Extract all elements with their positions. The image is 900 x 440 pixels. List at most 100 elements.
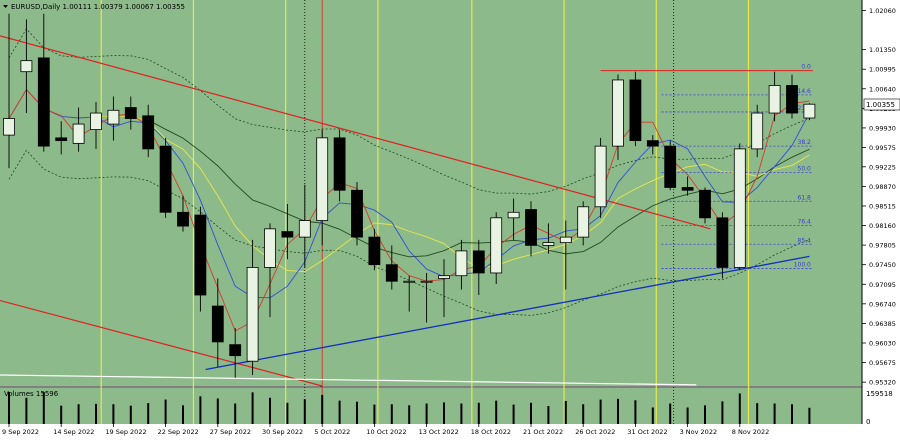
candle-body [333, 137, 346, 191]
price-axis: 1.020601.013501.009951.006401.002850.999… [862, 7, 896, 387]
volume-pane-background [0, 388, 862, 424]
price-tick-label: 0.98160 [869, 222, 896, 230]
price-axis-background [862, 0, 900, 440]
time-tick-label: 22 Sep 2022 [158, 428, 199, 436]
time-axis: 9 Sep 2022 14 Sep 2022 19 Sep 2022 22 Sep 2… [2, 424, 769, 436]
trend-lines [0, 35, 810, 387]
candle-body [786, 85, 798, 114]
fibo-level-label: 14.6 [798, 88, 812, 95]
candle-body [229, 344, 242, 357]
candle-body [716, 217, 729, 268]
price-tick-label: 0.96030 [869, 339, 896, 347]
volume-bars [8, 392, 811, 424]
candle-body [559, 236, 572, 244]
candle-body [664, 145, 677, 188]
candle-body [281, 231, 294, 238]
candle-body [507, 211, 520, 219]
candle-body [385, 264, 398, 282]
price-tick-label: 1.02060 [869, 7, 896, 15]
chart-title: EURUSD,Daily 1.00111 1.00379 1.00067 1.0… [11, 3, 185, 11]
candle-body [594, 145, 607, 208]
candle-body [420, 280, 433, 283]
candle-body [90, 112, 102, 130]
price-tick-label: 1.01350 [869, 46, 896, 54]
candle-body [264, 228, 276, 268]
price-tick-label: 0.95320 [869, 379, 896, 387]
fibo-level-label: 0.0 [801, 64, 811, 71]
fibo-level-label: 76.4 [798, 219, 812, 226]
price-tick-label: 1.00640 [869, 85, 896, 93]
price-tick-label: 0.96385 [869, 320, 896, 328]
price-tick-label: 0.99225 [869, 163, 896, 171]
fibo-level-label: 85.4 [798, 237, 812, 244]
candle-body [55, 137, 68, 142]
current-price-label: 1.00355 [866, 101, 895, 109]
fibo-level-label: 100.0 [794, 262, 811, 269]
volume-axis-max: 159518 [866, 390, 893, 398]
candle-body [20, 60, 33, 73]
candle-body [351, 189, 363, 238]
red-lower-channel-line [0, 299, 323, 387]
time-tick-label: 19 Sep 2022 [105, 428, 146, 436]
red-resistance-line [0, 35, 711, 230]
current-price-tag [863, 98, 900, 111]
candle-body [177, 211, 189, 227]
price-tick-label: 0.99930 [869, 124, 896, 132]
candle-body [612, 79, 624, 147]
price-tick-label: 0.97450 [869, 261, 896, 269]
time-tick-label: 9 Sep 2022 [2, 428, 39, 436]
candle-body [316, 137, 329, 221]
price-tick-label: 0.98870 [869, 183, 896, 191]
candle-body [124, 107, 137, 119]
time-tick-label: 10 Oct 2022 [366, 428, 406, 436]
candle-body [542, 242, 555, 246]
candle-body [403, 280, 416, 283]
blue-support-line [205, 255, 810, 371]
candle-body [438, 275, 450, 279]
fibo-level-label: 38.2 [798, 139, 812, 146]
candle-body [472, 250, 485, 274]
candle-body [646, 140, 659, 147]
candle-body [107, 109, 120, 125]
time-tick-label: 27 Sep 2022 [210, 428, 251, 436]
time-tick-label: 13 Oct 2022 [419, 428, 459, 436]
candle-body [699, 189, 711, 219]
volume-indicator-label: Volumes 15596 [4, 390, 59, 398]
time-tick-label: 26 Oct 2022 [575, 428, 615, 436]
candle-body [159, 145, 172, 213]
time-tick-label: 30 Sep 2022 [262, 428, 303, 436]
price-tick-label: 0.98515 [869, 202, 896, 210]
price-tick-label: 0.95675 [869, 359, 896, 367]
price-tick-label: 0.96740 [869, 300, 896, 308]
price-tick-label: 0.97805 [869, 242, 896, 250]
candle-body [37, 57, 50, 147]
candle-body [72, 123, 85, 144]
time-tick-label: 18 Oct 2022 [471, 428, 511, 436]
price-tick-label: 0.97095 [869, 281, 896, 289]
candle-body [3, 118, 15, 136]
candle-body [803, 103, 816, 119]
chart-header: EURUSD,Daily 1.00111 1.00379 1.00067 1.0… [3, 3, 185, 11]
candle-body [629, 79, 642, 142]
candle-body [194, 214, 207, 296]
candle-body [525, 209, 537, 246]
candle-body [751, 112, 764, 150]
time-tick-label: 21 Oct 2022 [523, 428, 563, 436]
fibo-level-label: 50.0 [798, 166, 812, 173]
time-tick-label: 31 Oct 2022 [627, 428, 667, 436]
candle-body [733, 148, 746, 268]
time-tick-label: 14 Sep 2022 [53, 428, 94, 436]
candle-body [768, 85, 781, 114]
candle-body [142, 115, 155, 150]
time-tick-label: 8 Nov 2022 [732, 428, 770, 436]
candle-body [368, 236, 381, 266]
candle-body [490, 217, 503, 274]
candle-body [577, 206, 590, 238]
time-axis-background [0, 424, 862, 440]
candle-body [211, 305, 224, 343]
candle-body [681, 187, 694, 191]
white-baseline-line [0, 374, 697, 386]
fibo-level-label: 61.8 [798, 194, 812, 201]
time-tick-label: 3 Nov 2022 [680, 428, 718, 436]
